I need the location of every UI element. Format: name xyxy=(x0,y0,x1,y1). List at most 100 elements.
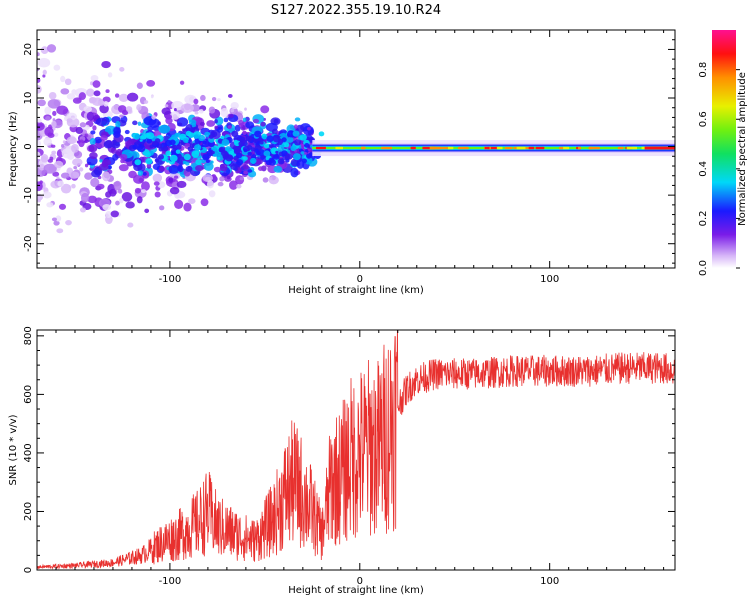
spectral-blob xyxy=(37,198,41,203)
spectral-blob xyxy=(220,135,225,140)
spectral-blob xyxy=(183,138,189,143)
spectral-blob xyxy=(242,156,246,160)
spectral-blob xyxy=(165,150,172,156)
spectral-blob xyxy=(292,130,300,137)
spectral-blob xyxy=(183,153,191,161)
spectral-blob xyxy=(100,135,108,141)
spectral-blob xyxy=(119,67,125,72)
spectral-blob xyxy=(298,148,303,153)
y-tick-label: 0 xyxy=(23,567,34,573)
spectral-blob xyxy=(80,192,90,203)
spectral-blob xyxy=(277,158,285,165)
spectral-blob xyxy=(134,159,142,166)
spectral-blob xyxy=(285,158,290,163)
spectral-blob xyxy=(57,180,65,187)
spectral-blob xyxy=(37,84,42,94)
spectral-blob xyxy=(89,152,98,160)
spectral-blob xyxy=(260,121,266,127)
x-tick-label: 0 xyxy=(357,576,363,587)
spectral-blob xyxy=(143,100,149,105)
y-tick-label: 0 xyxy=(23,143,34,149)
spectral-blob xyxy=(137,170,144,176)
spectral-blob xyxy=(95,117,108,127)
spectral-blob xyxy=(223,117,229,123)
spectral-blob xyxy=(109,188,117,197)
spectral-blob xyxy=(234,167,238,172)
spectral-blob xyxy=(37,118,42,123)
spectral-blob xyxy=(141,189,147,194)
spectral-blob xyxy=(60,75,66,83)
spectral-blob xyxy=(242,130,247,135)
spectral-blob xyxy=(301,158,307,164)
spectral-blob xyxy=(40,46,49,55)
spectral-blob xyxy=(168,164,180,174)
spectral-blob xyxy=(169,154,178,162)
spectral-blob xyxy=(221,150,228,157)
spectral-blob xyxy=(105,89,110,94)
spectral-blob xyxy=(173,108,177,112)
snr-frame xyxy=(36,329,676,571)
x-tick-label: 0 xyxy=(357,274,363,285)
spectral-blob xyxy=(259,140,264,145)
spectral-blob xyxy=(266,135,274,143)
spectral-blob xyxy=(50,144,56,148)
spectral-blob xyxy=(200,94,206,101)
line-hotspot xyxy=(626,146,637,150)
y-tick-label: 10 xyxy=(23,92,34,105)
spectral-blob xyxy=(245,135,253,142)
spectral-blob xyxy=(72,158,83,167)
spectral-blob xyxy=(205,159,210,164)
spectrogram-frame xyxy=(36,29,676,269)
spectral-blob xyxy=(115,200,120,206)
spectral-blob xyxy=(294,117,301,122)
spectral-blob xyxy=(62,140,66,144)
spectral-blob xyxy=(37,52,40,57)
spectral-blob xyxy=(66,136,77,144)
spectral-blob xyxy=(187,132,195,138)
spectral-blob xyxy=(257,166,264,171)
spectral-blob xyxy=(176,144,182,150)
spectral-blob xyxy=(290,167,299,178)
spectral-blob xyxy=(208,134,214,139)
spectral-blob xyxy=(141,181,150,191)
spectral-blob xyxy=(107,165,112,170)
spectral-blob xyxy=(169,139,176,146)
spectral-blob xyxy=(220,107,229,118)
spectral-blob xyxy=(147,126,154,132)
spectral-blob xyxy=(305,153,312,159)
spectrogram-image xyxy=(37,44,675,234)
line-hotspot xyxy=(644,146,675,150)
line-hotspot xyxy=(528,146,535,150)
spectral-blob xyxy=(318,131,325,137)
spectral-blob xyxy=(93,90,101,97)
spectral-blob xyxy=(169,186,180,195)
spectral-blob xyxy=(236,184,242,189)
spectral-blob xyxy=(64,78,72,86)
spectral-blob xyxy=(177,122,183,127)
spectral-blob xyxy=(53,220,60,226)
spectral-blob xyxy=(210,160,214,164)
line-hotspot xyxy=(430,146,435,150)
spectral-blob xyxy=(262,135,267,140)
spectral-blob xyxy=(219,163,228,172)
spectral-blob xyxy=(273,153,280,160)
spectral-blob xyxy=(158,124,171,134)
spectral-blob xyxy=(60,88,70,95)
spectral-blob xyxy=(285,153,293,160)
spectral-blob xyxy=(140,134,147,140)
spectral-blob xyxy=(136,82,143,90)
spectral-blob xyxy=(37,140,42,147)
line-hotspot xyxy=(577,146,582,150)
spectral-blob xyxy=(72,97,82,104)
spectral-blob xyxy=(176,180,187,189)
spectral-blob xyxy=(198,109,204,114)
spectral-blob xyxy=(60,183,72,194)
snr-xlabel: Height of straight line (km) xyxy=(288,585,424,596)
spectral-blob xyxy=(90,74,99,82)
spectral-blob xyxy=(145,152,151,158)
spectral-blob xyxy=(193,134,199,140)
spectral-blob xyxy=(272,135,281,143)
spectral-blob xyxy=(37,121,45,131)
